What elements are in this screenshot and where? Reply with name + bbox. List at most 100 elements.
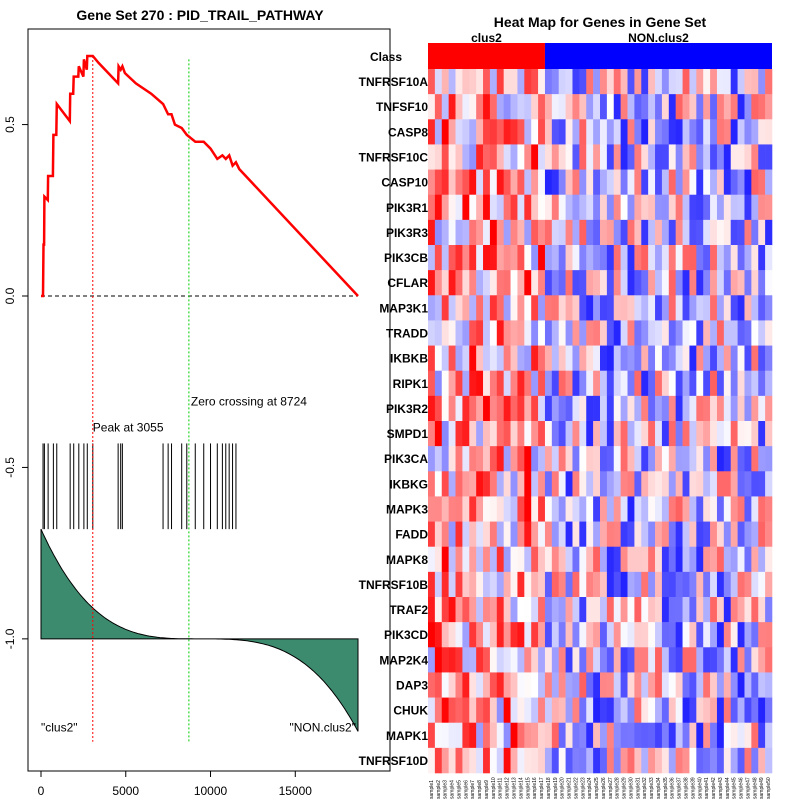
sample-label: sample3 (443, 780, 449, 799)
heatmap-cell (751, 546, 759, 573)
heatmap-cell (737, 697, 745, 724)
heatmap-cell (641, 597, 649, 623)
heatmap-cell (558, 370, 566, 397)
heatmap-cell (723, 571, 732, 598)
heatmap-cell (613, 144, 621, 170)
heatmap-cell (558, 647, 566, 673)
heatmap-cell (627, 496, 635, 522)
heatmap-cell (496, 395, 504, 422)
heatmap-cell (627, 94, 635, 120)
heatmap-cell (682, 245, 690, 271)
heatmap-cell (476, 571, 484, 598)
heatmap-cell (448, 496, 456, 522)
heatmap-cell (524, 571, 532, 598)
heatmap-cell (544, 395, 553, 422)
heatmap-cell (428, 421, 436, 447)
heatmap-cell (455, 219, 463, 246)
heatmap-cell (751, 496, 759, 522)
heatmap-cell (627, 546, 635, 573)
heatmap-cell (441, 571, 449, 598)
heatmap-cell (469, 622, 477, 648)
heatmap-cell (696, 69, 704, 95)
heatmap-cell (634, 647, 642, 673)
heatmap-cell (462, 421, 470, 447)
heatmap-cell (593, 169, 601, 196)
heatmap-cell (517, 94, 525, 120)
heatmap-cell (538, 496, 546, 522)
heatmap-cell (496, 194, 504, 221)
heatmap-cell (710, 119, 718, 145)
heatmap-cell (428, 144, 436, 170)
heatmap-cell (551, 597, 560, 623)
heatmap-cell (682, 219, 690, 246)
heatmap-cell (517, 219, 525, 246)
heatmap-cell (489, 144, 498, 170)
heatmap-cell (434, 69, 443, 95)
heatmap-cell (606, 69, 615, 95)
heatmap-cell (641, 94, 649, 120)
heatmap-cell (627, 144, 635, 170)
heatmap-cell (551, 546, 560, 573)
heatmap-cell (489, 546, 498, 573)
heatmap-cell (765, 169, 773, 196)
heatmap-cell (758, 697, 766, 724)
gene-label: CASP8 (388, 125, 428, 139)
heatmap-cell (455, 144, 463, 170)
heatmap-cell (655, 496, 663, 522)
heatmap-cell (606, 94, 615, 120)
heatmap-cell (606, 421, 615, 447)
heatmap-cell (675, 320, 683, 346)
heatmap-cell (489, 270, 498, 296)
heatmap-cell (448, 597, 456, 623)
heatmap-cell (661, 119, 670, 145)
heatmap-cell (503, 245, 511, 271)
heatmap-cell (737, 546, 745, 573)
heatmap-cell (572, 270, 580, 296)
heatmap-cell (593, 747, 601, 774)
heatmap-cell (462, 471, 470, 497)
heatmap-cell (620, 597, 628, 623)
heatmap-cell (758, 672, 766, 698)
heatmap-cell (648, 697, 656, 724)
heatmap-cell (455, 119, 463, 145)
heatmap-cell (476, 119, 484, 145)
heatmap-cell (758, 345, 766, 372)
heatmap-cell (476, 597, 484, 623)
gene-label: TNFRSF10A (359, 75, 429, 89)
heatmap-cell (483, 446, 491, 472)
heatmap-cell (517, 345, 525, 372)
heatmap-cell (723, 546, 732, 573)
heatmap-cell (600, 119, 608, 145)
heatmap-cell (531, 320, 539, 346)
heatmap-cell (606, 295, 615, 321)
heatmap-cell (758, 219, 766, 246)
heatmap-cell (600, 421, 608, 447)
heatmap-cell (606, 345, 615, 372)
heatmap-cell (503, 69, 511, 95)
sample-label: sample45 (732, 777, 738, 799)
sample-label: sample44 (725, 777, 731, 799)
heatmap-cell (510, 144, 518, 170)
sample-label: sample49 (759, 777, 765, 799)
heatmap-cell (730, 546, 738, 573)
heatmap-cell (538, 421, 546, 447)
heatmap-cell (703, 521, 711, 548)
heatmap-cell (634, 144, 642, 170)
heatmap-cell (496, 270, 504, 296)
heatmap-cell (730, 119, 738, 145)
heatmap-cell (455, 471, 463, 497)
heatmap-cell (668, 270, 676, 296)
heatmap-cell (648, 471, 656, 497)
heatmap-cell (455, 521, 463, 548)
sample-label: sample20 (560, 777, 566, 799)
heatmap-cell (517, 747, 525, 774)
sample-label: sample23 (580, 777, 586, 799)
heatmap-cell (462, 521, 470, 548)
heatmap-cell (476, 370, 484, 397)
heatmap-cell (489, 697, 498, 724)
gene-label: PIK3CA (384, 452, 428, 466)
heatmap-cell (565, 672, 573, 698)
heatmap-cell (428, 295, 436, 321)
heatmap-cell (716, 546, 725, 573)
heatmap-cell (675, 647, 683, 673)
